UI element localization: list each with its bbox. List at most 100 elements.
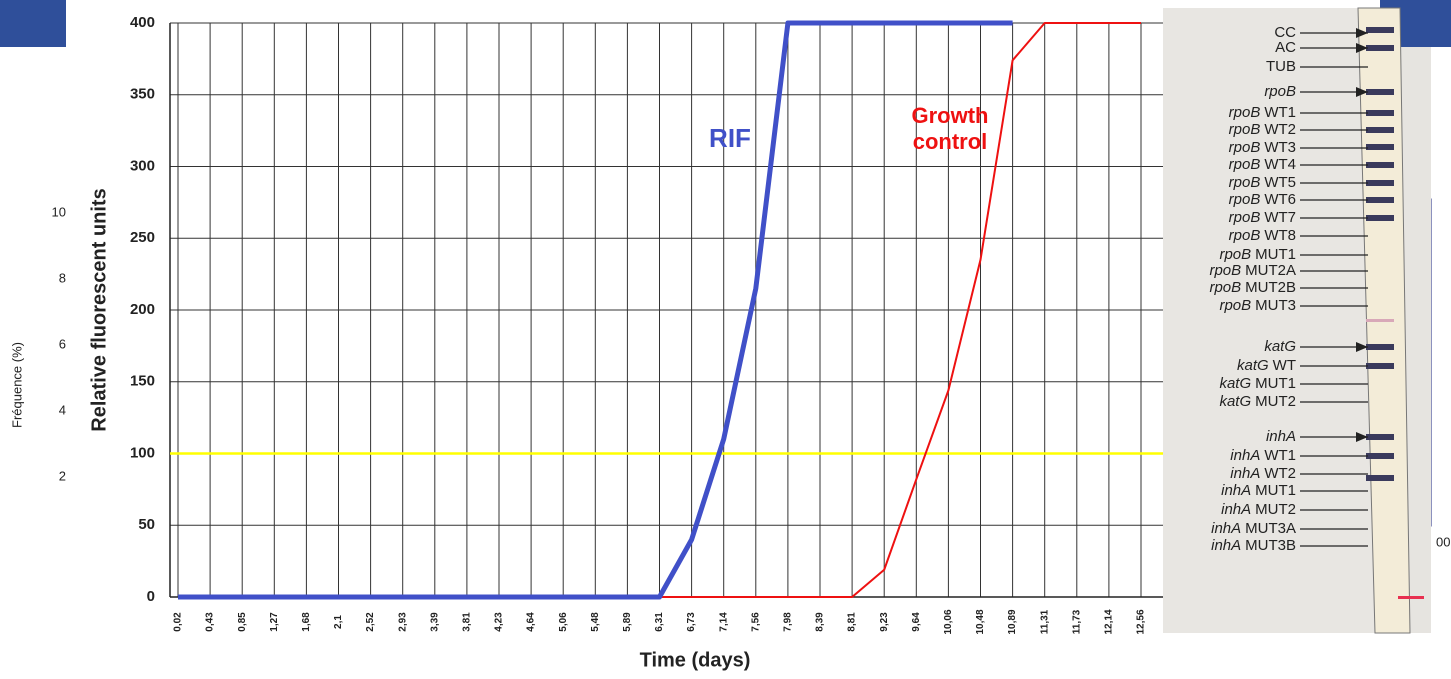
- strip-band: [1366, 215, 1394, 221]
- bg-tick-label: 6: [59, 336, 66, 351]
- strip-label: AC: [1275, 39, 1296, 56]
- strip-probe: MUT3B: [1245, 537, 1296, 554]
- strip-band: [1366, 453, 1394, 459]
- strip-gene: katG: [1264, 338, 1296, 355]
- strip-band: [1366, 180, 1394, 186]
- strip-label: katG: [1264, 338, 1296, 355]
- strip-gene: katG: [1219, 375, 1251, 392]
- x-tick-label: 9,23: [879, 612, 890, 632]
- strip-probe: MUT1: [1255, 246, 1296, 263]
- y-tick-label: 400: [130, 14, 155, 31]
- strip-gene: rpoB: [1229, 191, 1261, 208]
- strip-label: katGMUT2: [1219, 393, 1296, 410]
- x-tick-label: 9,64: [911, 612, 922, 632]
- strip-probe: MUT1: [1255, 482, 1296, 499]
- x-tick-label: 7,14: [718, 612, 729, 632]
- strip-gene: rpoB: [1264, 83, 1296, 100]
- strip-label: inhA: [1266, 428, 1296, 445]
- x-tick-label: 12,56: [1136, 609, 1147, 634]
- x-tick-label: 5,06: [558, 612, 569, 632]
- strip-gene: inhA: [1230, 465, 1260, 482]
- strip-gene: inhA: [1266, 428, 1296, 445]
- strip-band: [1366, 197, 1394, 203]
- x-tick-label: 0,43: [205, 612, 216, 632]
- strip-probe: WT5: [1264, 174, 1296, 191]
- x-tick-label: 7,98: [783, 612, 794, 632]
- strip-band: [1366, 110, 1394, 116]
- strip-gene: rpoB: [1209, 262, 1241, 279]
- y-tick-label: 300: [130, 157, 155, 174]
- strip-probe: MUT3: [1255, 297, 1296, 314]
- page: {"chart_data": {"type": "line", "y_label…: [0, 0, 1451, 679]
- strip-gene: rpoB: [1229, 104, 1261, 121]
- x-tick-label: 4,64: [526, 612, 537, 632]
- strip-label: TUB: [1266, 58, 1296, 75]
- strip-probe: WT3: [1264, 139, 1296, 156]
- x-tick-label: 0,02: [173, 612, 184, 632]
- x-tick-label: 6,73: [686, 612, 697, 632]
- x-tick-label: 3,39: [429, 612, 440, 632]
- y-tick-label: 200: [130, 301, 155, 318]
- strip-gene: rpoB: [1219, 297, 1251, 314]
- strip-mark: [1398, 596, 1424, 599]
- chart: Fréquence (%) 00 Relative fluorescent un…: [0, 0, 1451, 679]
- strip-probe: MUT2A: [1245, 262, 1296, 279]
- strip-band: [1366, 475, 1394, 481]
- x-tick-label: 0,85: [237, 612, 248, 632]
- y-tick-label: 350: [130, 86, 155, 103]
- x-tick-label: 8,39: [815, 612, 826, 632]
- strip-band: [1366, 344, 1394, 350]
- x-tick-label: 2,1: [333, 615, 344, 629]
- x-tick-label: 8,81: [847, 612, 858, 632]
- y-axis-label: Relative fluorescent units: [88, 188, 110, 431]
- strip-gene: katG: [1237, 357, 1269, 374]
- strip-probe: MUT2B: [1245, 279, 1296, 296]
- strip-band: [1366, 363, 1394, 369]
- strip-probe: WT7: [1264, 209, 1296, 226]
- x-tick-label: 5,89: [622, 612, 633, 632]
- x-tick-label: 4,23: [494, 612, 505, 632]
- strip-probe: WT2: [1264, 465, 1296, 482]
- bg-tick-label: 10: [52, 204, 66, 219]
- x-tick-label: 7,56: [750, 612, 761, 632]
- x-tick-label: 10,48: [975, 609, 986, 634]
- y-tick-label: 100: [130, 444, 155, 461]
- x-tick-label: 1,68: [301, 612, 312, 632]
- strip-probe: WT4: [1264, 156, 1296, 173]
- y-tick-label: 50: [138, 516, 155, 533]
- strip-band: [1366, 45, 1394, 51]
- strip-probe: WT2: [1264, 121, 1296, 138]
- strip-band: [1366, 127, 1394, 133]
- strip-gene: rpoB: [1229, 174, 1261, 191]
- strip-gene: rpoB: [1219, 246, 1251, 263]
- strip-probe: MUT1: [1255, 375, 1296, 392]
- strip-label: rpoBMUT1: [1219, 246, 1296, 263]
- strip-gene: inhA: [1221, 501, 1251, 518]
- strip-gene: rpoB: [1229, 227, 1261, 244]
- strip-band: [1366, 319, 1394, 322]
- series-label: RIF: [690, 125, 770, 151]
- strip-probe: WT6: [1264, 191, 1296, 208]
- x-tick-label: 11,73: [1071, 609, 1082, 634]
- strip-gene: rpoB: [1229, 156, 1261, 173]
- y-tick-label: 150: [130, 373, 155, 390]
- strip-band: [1366, 27, 1394, 33]
- strip-band: [1366, 162, 1394, 168]
- strip-gene: rpoB: [1209, 279, 1241, 296]
- strip-gene: katG: [1219, 393, 1251, 410]
- series-label: Growth control: [890, 103, 1010, 155]
- strip-gene: inhA: [1211, 520, 1241, 537]
- x-tick-label: 10,06: [943, 609, 954, 634]
- bg-tick-label: 8: [59, 270, 66, 285]
- strip-gene: rpoB: [1229, 209, 1261, 226]
- x-tick-label: 12,14: [1104, 609, 1115, 634]
